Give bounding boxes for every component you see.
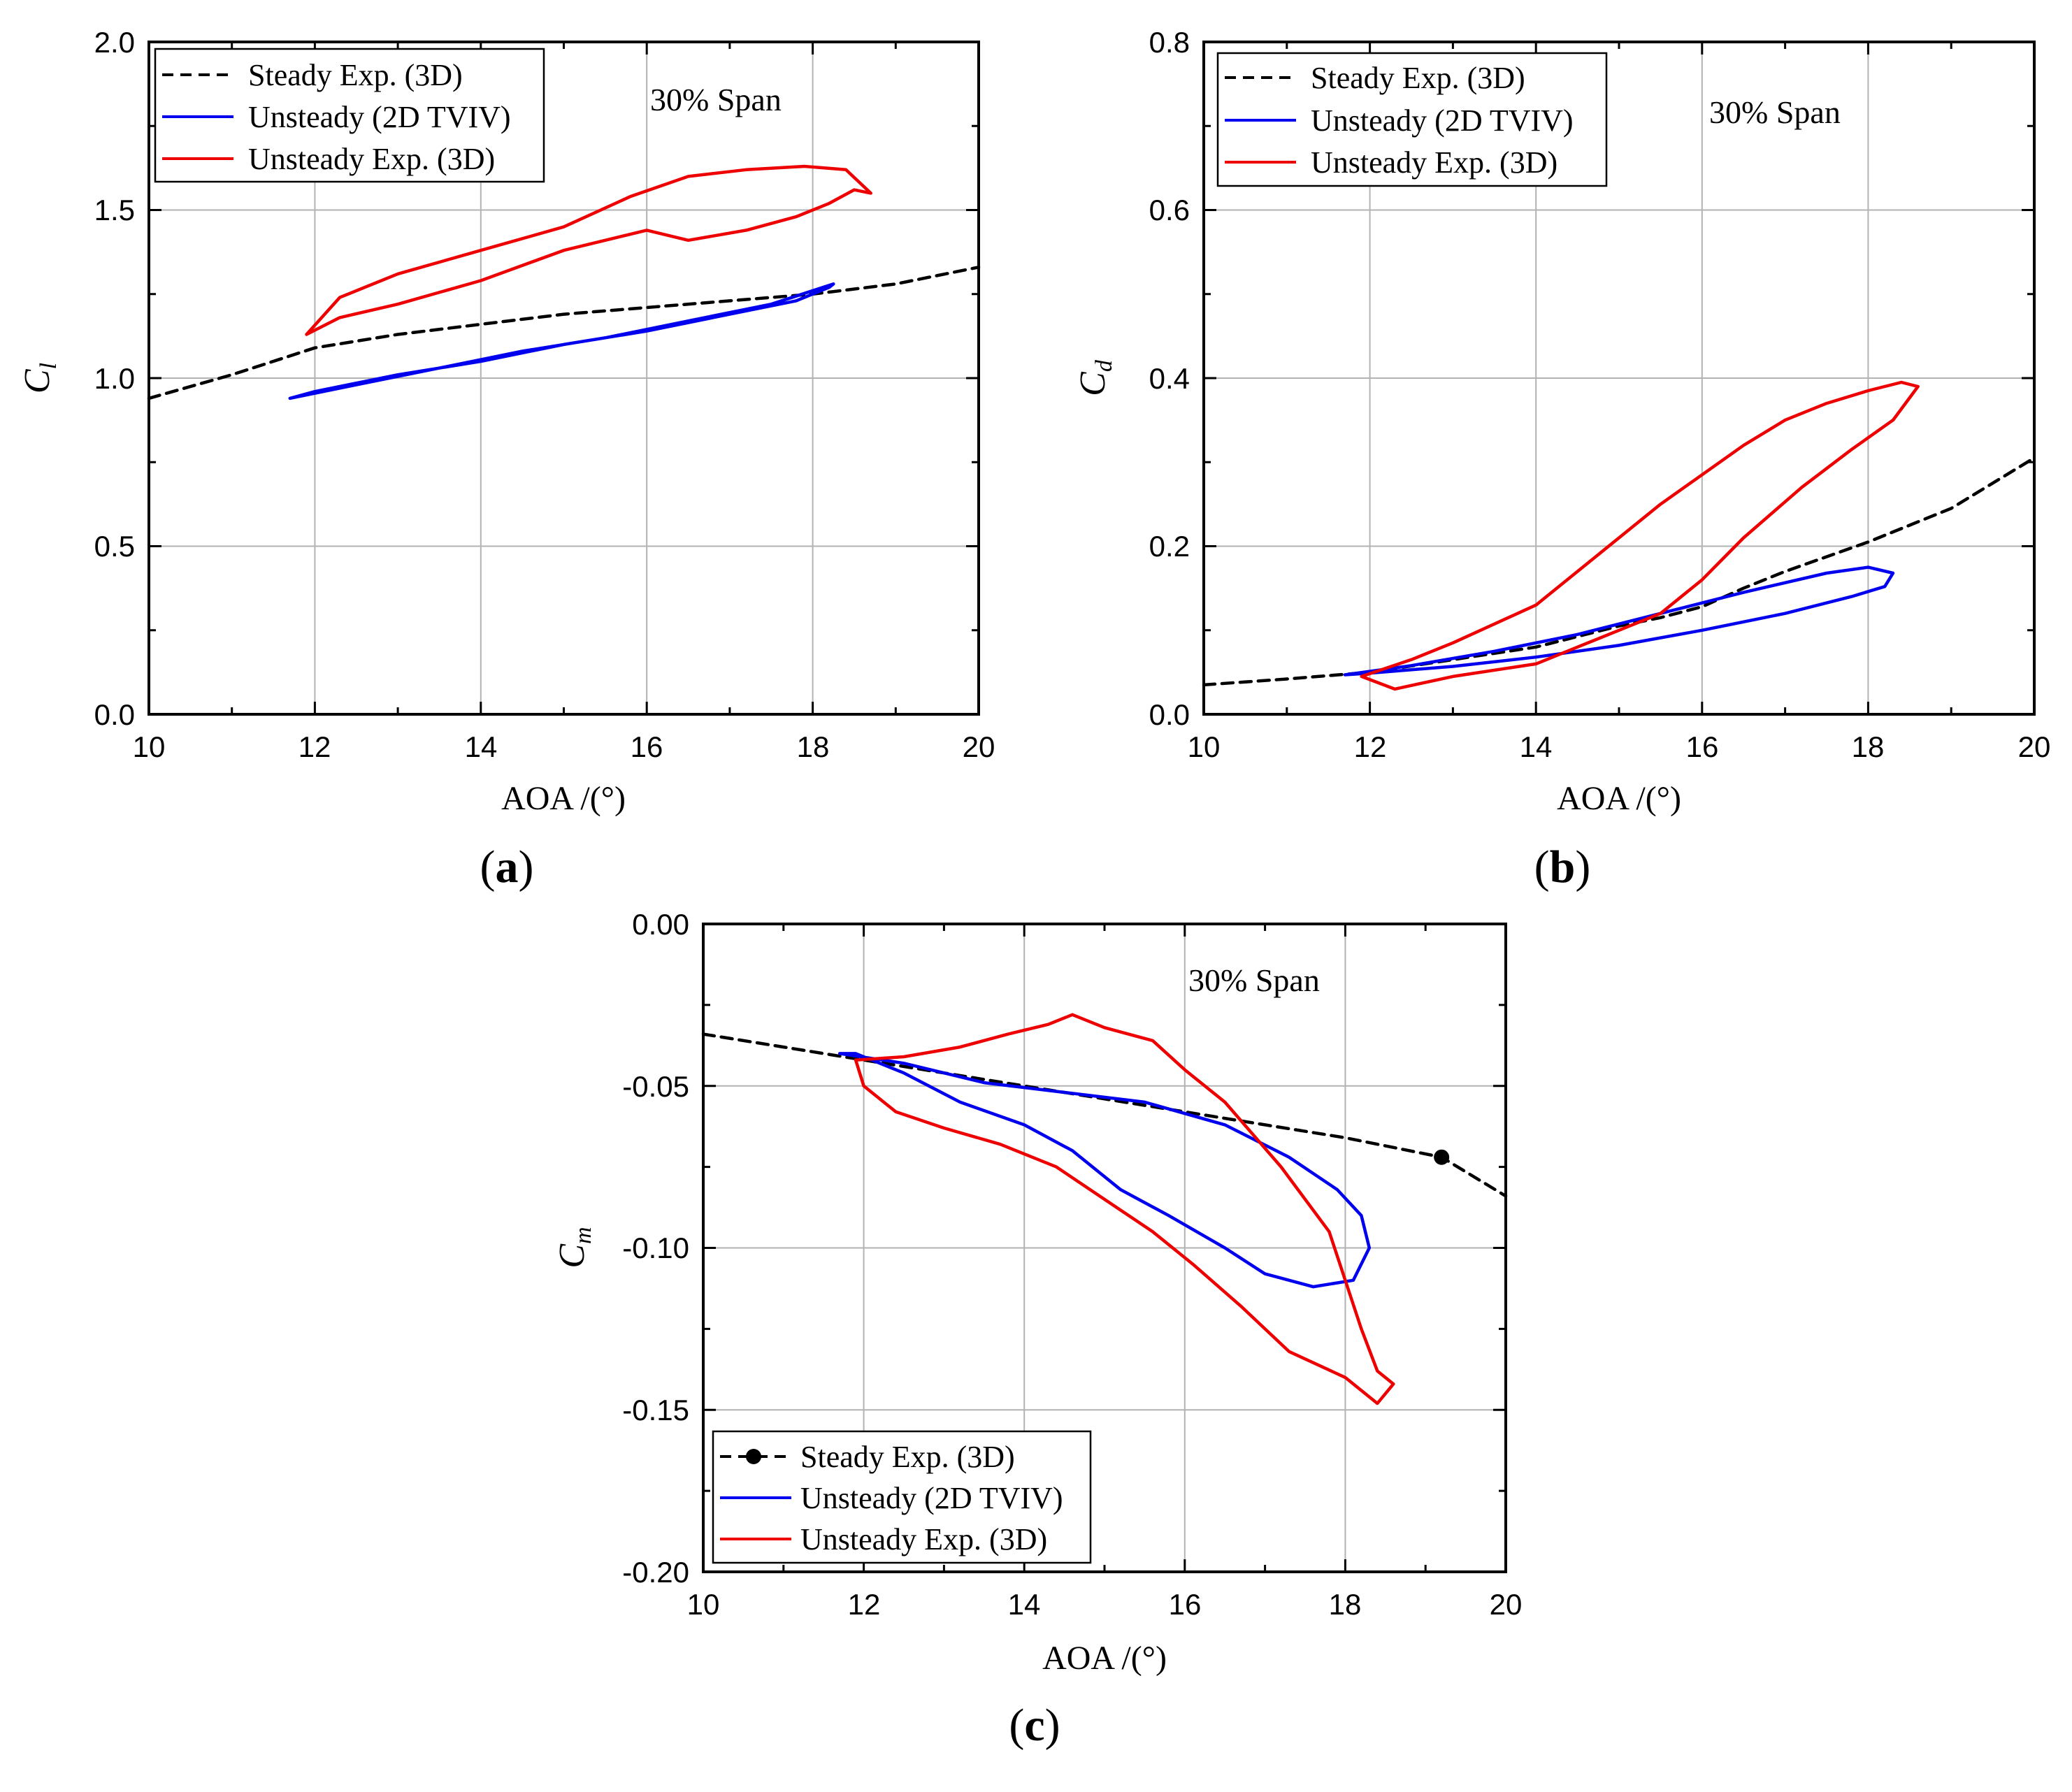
panel-b-label-close: ) — [1575, 841, 1590, 893]
panel-c-ytick-labels: -0.20 -0.15 -0.10 -0.05 0.00 — [622, 908, 689, 1589]
panel-a-xtick-label: 20 — [963, 730, 995, 763]
panel-b-xtick-label: 20 — [2018, 730, 2051, 763]
panel-a-ytick-label: 1.0 — [94, 362, 135, 395]
panel-c-ytick-label: -0.05 — [622, 1070, 689, 1103]
panel-c-label: (c) — [1009, 1700, 1060, 1751]
panel-a-ytick-label: 0.0 — [94, 698, 135, 731]
panel-b-ticks — [1202, 41, 2036, 716]
panel-c-series-unsteady-exp-3d — [854, 1013, 1395, 1406]
panel-a-y-axis-title-sub: l — [36, 363, 62, 369]
panel-c-x-axis-title: AOA /(°) — [1042, 1640, 1167, 1677]
panel-a-ytick-label: 0.5 — [94, 530, 135, 563]
panel-a-legend-label-steady: Steady Exp. (3D) — [248, 58, 463, 92]
panel-c-xtick-label: 12 — [848, 1588, 881, 1621]
panel-b-ytick-labels: 0.0 0.2 0.4 0.6 0.8 — [1149, 26, 1190, 731]
panel-a-legend-label-tviv: Unsteady (2D TVIV) — [248, 100, 511, 134]
panel-b-series-layer — [1202, 380, 2036, 691]
panel-a-ticks — [148, 41, 980, 716]
panel-c-ytick-label: 0.00 — [632, 908, 689, 941]
panel-c-label-open: ( — [1009, 1700, 1024, 1751]
panel-c-xtick-labels: 10 12 14 16 18 20 — [687, 1588, 1523, 1621]
panel-c-y-axis-title-main: C — [552, 1243, 592, 1269]
panel-a-series-unsteady-exp-3d — [305, 164, 872, 336]
panel-c-ytick-label: -0.15 — [622, 1394, 689, 1426]
panel-b-xtick-label: 10 — [1188, 730, 1221, 763]
panel-b-xtick-label: 14 — [1520, 730, 1553, 763]
panel-c-series-marker — [1434, 1149, 1450, 1165]
panel-b-y-axis-title-sub: d — [1091, 359, 1117, 372]
panel-b-series-unsteady-exp-3d — [1360, 380, 1920, 691]
panel-c-ticks — [702, 923, 1507, 1573]
panel-b-ytick-label: 0.8 — [1149, 26, 1190, 59]
panel-b-xtick-labels: 10 12 14 16 18 20 — [1188, 730, 2051, 763]
panel-c-xtick-label: 20 — [1490, 1588, 1523, 1621]
panel-a-annotation: 30% Span — [650, 82, 782, 117]
panel-b-xtick-label: 12 — [1354, 730, 1387, 763]
panel-c-xtick-label: 14 — [1008, 1588, 1041, 1621]
panel-b-x-axis-title: AOA /(°) — [1557, 780, 1681, 817]
panel-c-legend-marker-steady — [746, 1449, 761, 1464]
panel-c-label-close: ) — [1045, 1700, 1060, 1751]
panel-c-legend-label-steady: Steady Exp. (3D) — [800, 1440, 1015, 1474]
panel-b-legend-label-steady: Steady Exp. (3D) — [1311, 61, 1525, 95]
panel-b-label: (b) — [1534, 841, 1591, 893]
panel-c-legend-label-tviv: Unsteady (2D TVIV) — [800, 1481, 1063, 1515]
panel-a-xtick-labels: 10 12 14 16 18 20 — [133, 730, 995, 763]
panel-a-series-layer — [147, 164, 981, 400]
panel-a-xtick-label: 10 — [133, 730, 166, 763]
panel-b-y-axis-title-main: C — [1073, 371, 1113, 396]
panel-c-ytick-label: -0.10 — [622, 1231, 689, 1264]
panel-b-label-letter: b — [1550, 841, 1576, 893]
panel-c-series-layer — [701, 1013, 1508, 1406]
panel-a-xtick-label: 12 — [298, 730, 331, 763]
panel-b: 10 12 14 16 18 20 0.0 0.2 0.4 0.6 0.8 AO… — [1073, 26, 2050, 893]
panel-a-label-letter: a — [496, 841, 519, 893]
panel-b-legend-label-tviv: Unsteady (2D TVIV) — [1311, 103, 1574, 138]
panel-c-label-letter: c — [1024, 1700, 1044, 1751]
panel-a-label: (a) — [480, 841, 534, 893]
panel-c: 10 12 14 16 18 20 -0.20 -0.15 -0.10 -0.0… — [552, 908, 1522, 1751]
panel-c-legend: Steady Exp. (3D) Unsteady (2D TVIV) Unst… — [712, 1430, 1092, 1564]
panel-c-y-axis-title: Cm — [552, 1227, 596, 1268]
panel-b-ytick-label: 0.4 — [1149, 362, 1190, 395]
panel-a-ytick-labels: 0.0 0.5 1.0 1.5 2.0 — [94, 26, 135, 731]
panel-a-y-axis-title: Cl — [17, 363, 62, 393]
panel-c-series-steady-exp-3d — [701, 1032, 1508, 1198]
panel-a-ytick-label: 1.5 — [94, 194, 135, 226]
panel-b-ytick-label: 0.0 — [1149, 698, 1190, 731]
panel-a-label-open: ( — [480, 841, 496, 893]
panel-b-xtick-label: 16 — [1686, 730, 1719, 763]
panel-c-xtick-label: 10 — [687, 1588, 720, 1621]
panel-a-x-axis-title: AOA /(°) — [501, 780, 626, 817]
panel-a-label-close: ) — [519, 841, 534, 893]
panel-a-xtick-label: 16 — [631, 730, 663, 763]
panel-b-y-axis-title: Cd — [1073, 359, 1117, 396]
panel-c-annotation: 30% Span — [1188, 962, 1320, 998]
panel-a: 10 12 14 16 18 20 0.0 0.5 1.0 1.5 2.0 AO… — [17, 26, 995, 893]
panel-c-series-unsteady-2d-tviv — [837, 1052, 1372, 1289]
panel-b-ytick-label: 0.6 — [1149, 194, 1190, 226]
panel-b-label-open: ( — [1534, 841, 1550, 893]
panel-c-xtick-label: 18 — [1329, 1588, 1362, 1621]
panel-c-ytick-label: -0.20 — [622, 1556, 689, 1589]
panel-c-xtick-label: 16 — [1169, 1588, 1202, 1621]
panel-a-y-axis-title-main: C — [17, 368, 57, 393]
panel-a-series-unsteady-2d-tviv — [288, 282, 835, 400]
panel-b-legend: Steady Exp. (3D) Unsteady (2D TVIV) Unst… — [1216, 52, 1608, 187]
panel-b-ytick-label: 0.2 — [1149, 530, 1190, 563]
panel-a-xtick-label: 14 — [465, 730, 498, 763]
panel-b-xtick-label: 18 — [1852, 730, 1885, 763]
panel-c-legend-label-unsteady-exp: Unsteady Exp. (3D) — [800, 1522, 1047, 1556]
panel-a-series-steady-exp-3d — [147, 266, 981, 400]
panel-a-legend-label-unsteady-exp: Unsteady Exp. (3D) — [248, 142, 495, 176]
panel-b-legend-label-unsteady-exp: Unsteady Exp. (3D) — [1311, 145, 1557, 180]
panel-c-y-axis-title-sub: m — [570, 1227, 596, 1244]
panel-a-legend: Steady Exp. (3D) Unsteady (2D TVIV) Unst… — [154, 48, 545, 183]
panel-b-annotation: 30% Span — [1709, 94, 1841, 130]
panel-a-ytick-label: 2.0 — [94, 26, 135, 59]
panel-b-series-unsteady-2d-tviv — [1343, 565, 1895, 677]
panel-a-xtick-label: 18 — [797, 730, 830, 763]
